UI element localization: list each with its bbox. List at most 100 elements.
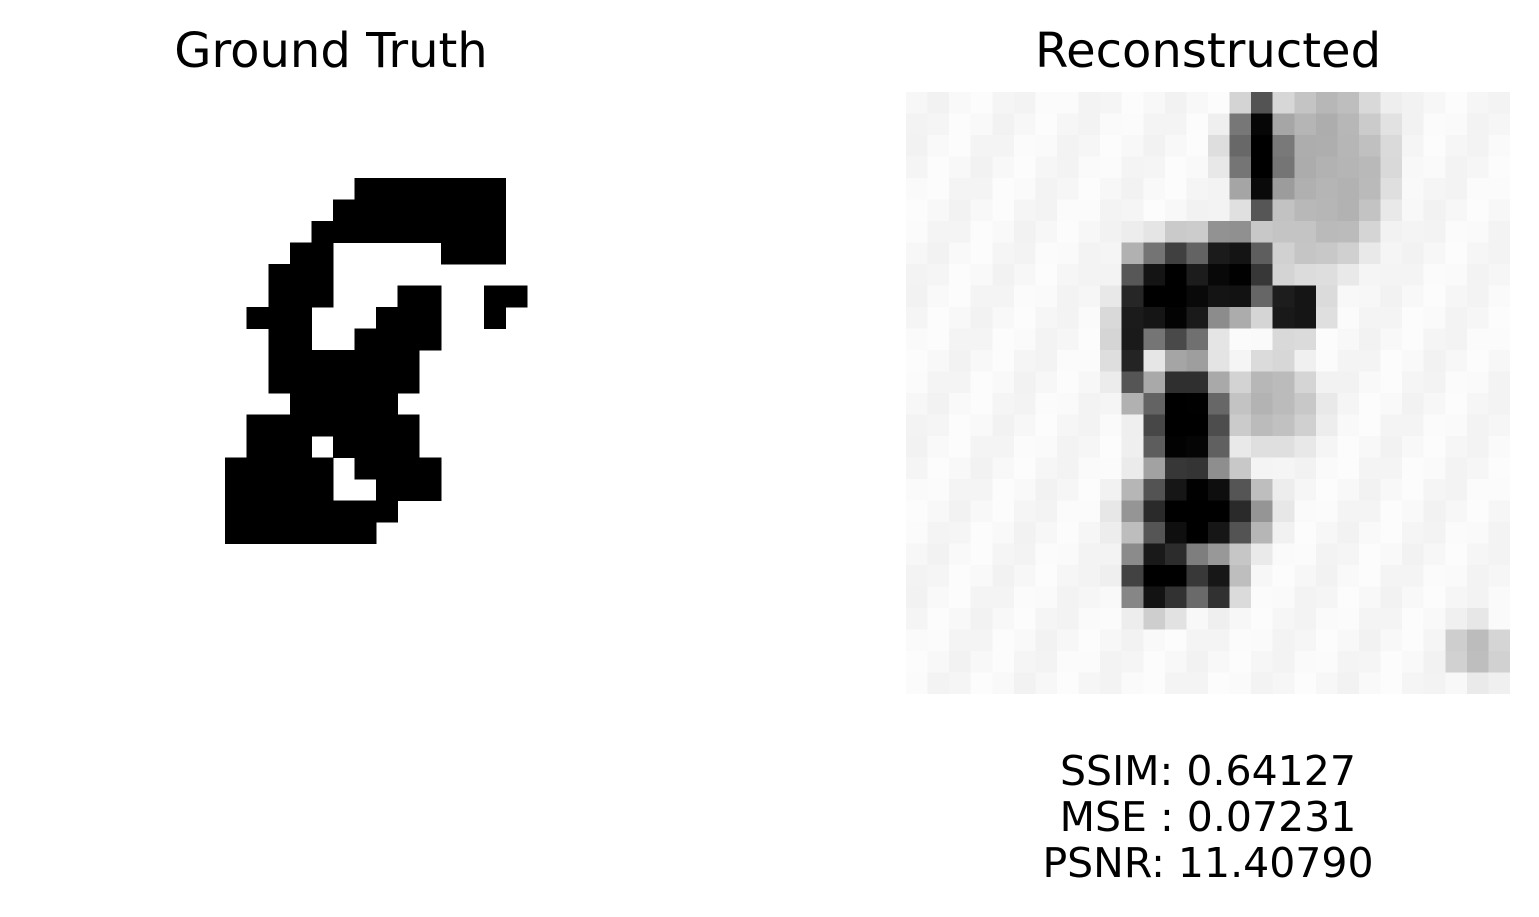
reconstructed-pixel xyxy=(1380,543,1403,566)
reconstructed-pixel xyxy=(927,328,950,351)
reconstructed-pixel xyxy=(1100,135,1123,157)
reconstructed-pixel xyxy=(1445,156,1468,179)
reconstructed-pixel xyxy=(1272,414,1295,437)
reconstructed-pixel xyxy=(1488,307,1510,329)
reconstructed-pixel xyxy=(1337,113,1360,136)
ground-truth-pixel xyxy=(505,285,528,308)
reconstructed-pixel xyxy=(1294,350,1317,372)
reconstructed-pixel xyxy=(1013,242,1036,265)
reconstructed-pixel xyxy=(1294,242,1317,265)
reconstructed-pixel xyxy=(1143,178,1166,200)
ground-truth-pixel xyxy=(397,178,420,200)
ground-truth-pixel xyxy=(246,436,269,458)
reconstructed-pixel xyxy=(1100,221,1123,243)
reconstructed-pixel xyxy=(1186,113,1209,136)
reconstructed-pixel xyxy=(949,328,972,351)
ground-truth-pixel xyxy=(246,414,269,437)
reconstructed-pixel xyxy=(1251,264,1274,286)
reconstructed-pixel xyxy=(906,307,929,329)
reconstructed-pixel xyxy=(1164,565,1187,587)
ground-truth-pixel xyxy=(289,371,312,394)
reconstructed-pixel xyxy=(1186,436,1209,458)
ssim-value: SSIM: 0.64127 xyxy=(1060,747,1356,795)
reconstructed-pixel xyxy=(1164,629,1187,652)
reconstructed-pixel xyxy=(1035,543,1058,566)
reconstructed-pixel xyxy=(1315,629,1338,652)
reconstructed-image xyxy=(906,92,1510,694)
reconstructed-pixel xyxy=(970,414,993,437)
reconstructed-pixel xyxy=(1445,242,1468,265)
reconstructed-pixel xyxy=(1337,242,1360,265)
reconstructed-pixel xyxy=(1013,522,1036,544)
reconstructed-pixel xyxy=(1315,393,1338,415)
reconstructed-pixel xyxy=(1337,457,1360,480)
ground-truth-pixel xyxy=(268,414,291,437)
reconstructed-pixel xyxy=(1445,350,1468,372)
ground-truth-pixel xyxy=(333,500,356,523)
ground-truth-pixel xyxy=(333,350,356,372)
reconstructed-pixel xyxy=(1100,199,1123,222)
ground-truth-pixel xyxy=(333,371,356,394)
reconstructed-pixel xyxy=(1402,285,1425,308)
reconstructed-pixel xyxy=(1402,135,1425,157)
reconstructed-pixel xyxy=(1337,436,1360,458)
reconstructed-pixel xyxy=(1488,135,1510,157)
reconstructed-pixel xyxy=(1013,436,1036,458)
reconstructed-pixel xyxy=(1445,285,1468,308)
ground-truth-pixel xyxy=(333,393,356,415)
reconstructed-pixel xyxy=(1035,629,1058,652)
reconstructed-pixel xyxy=(970,156,993,179)
reconstructed-pixel xyxy=(992,328,1015,351)
reconstructed-pixel xyxy=(1402,543,1425,566)
reconstructed-pixel xyxy=(1100,522,1123,544)
reconstructed-pixel xyxy=(1186,199,1209,222)
reconstructed-pixel xyxy=(1186,393,1209,415)
ground-truth-pixel xyxy=(268,479,291,501)
reconstructed-pixel xyxy=(1466,522,1489,544)
reconstructed-pixel xyxy=(1466,92,1489,114)
ground-truth-pixel xyxy=(354,178,377,200)
reconstructed-pixel xyxy=(1057,242,1080,265)
reconstructed-pixel xyxy=(1035,457,1058,480)
reconstructed-pixel xyxy=(1078,522,1101,544)
reconstructed-pixel xyxy=(906,522,929,544)
reconstructed-pixel xyxy=(1013,565,1036,587)
reconstructed-pixel xyxy=(1445,629,1468,652)
reconstructed-pixel xyxy=(1380,629,1403,652)
reconstructed-pixel xyxy=(1164,393,1187,415)
ground-truth-pixel xyxy=(225,479,248,501)
reconstructed-pixel xyxy=(1208,565,1231,587)
reconstructed-pixel xyxy=(1208,522,1231,544)
reconstructed-pixel xyxy=(1402,371,1425,394)
reconstructed-pixel xyxy=(992,672,1015,694)
reconstructed-pixel xyxy=(1380,199,1403,222)
reconstructed-pixel xyxy=(1078,586,1101,609)
reconstructed-pixel xyxy=(1251,522,1274,544)
ground-truth-pixel xyxy=(311,221,334,243)
reconstructed-pixel xyxy=(1251,350,1274,372)
reconstructed-pixel xyxy=(1143,92,1166,114)
reconstructed-pixel xyxy=(1186,156,1209,179)
ground-truth-pixel xyxy=(333,221,356,243)
reconstructed-pixel xyxy=(1057,651,1080,673)
reconstructed-pixel xyxy=(1359,113,1382,136)
ground-truth-pixel xyxy=(397,221,420,243)
reconstructed-pixel xyxy=(1337,264,1360,286)
reconstructed-pixel xyxy=(1121,371,1144,394)
reconstructed-pixel xyxy=(1488,264,1510,286)
reconstructed-pixel xyxy=(906,586,929,609)
reconstructed-pixel xyxy=(1294,629,1317,652)
ground-truth-pixel xyxy=(246,457,269,480)
reconstructed-pixel xyxy=(1164,242,1187,265)
ground-truth-pixel xyxy=(311,371,334,394)
reconstructed-pixel xyxy=(1078,457,1101,480)
reconstructed-pixel xyxy=(1272,350,1295,372)
reconstructed-pixel xyxy=(1466,221,1489,243)
reconstructed-pixel xyxy=(1402,414,1425,437)
reconstructed-pixel xyxy=(1078,414,1101,437)
reconstructed-pixel xyxy=(1380,92,1403,114)
reconstructed-pixel xyxy=(1057,307,1080,329)
ground-truth-pixel xyxy=(268,457,291,480)
reconstructed-pixel xyxy=(1423,479,1446,501)
reconstructed-pixel xyxy=(1380,113,1403,136)
